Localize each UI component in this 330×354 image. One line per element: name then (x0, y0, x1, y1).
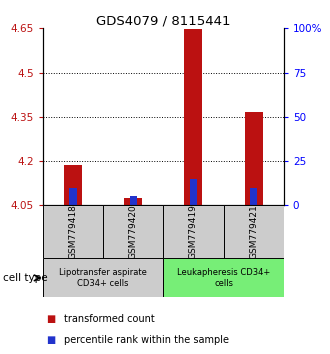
Text: ■: ■ (46, 314, 55, 324)
Bar (103, 205, 163, 258)
Bar (43, 258, 163, 297)
Text: Lipotransfer aspirate
CD34+ cells: Lipotransfer aspirate CD34+ cells (59, 268, 147, 287)
Text: GSM779421: GSM779421 (249, 205, 258, 259)
Bar (250, 188, 257, 205)
Bar (43, 205, 103, 258)
Text: cell type: cell type (3, 273, 48, 283)
Bar (245, 112, 263, 205)
Text: ■: ■ (46, 335, 55, 345)
Bar (130, 196, 137, 205)
Bar (163, 258, 284, 297)
Text: GSM779418: GSM779418 (69, 204, 78, 259)
Text: transformed count: transformed count (64, 314, 155, 324)
Title: GDS4079 / 8115441: GDS4079 / 8115441 (96, 14, 231, 27)
Bar (64, 165, 82, 205)
Bar (184, 29, 203, 205)
Bar (224, 205, 284, 258)
Bar (69, 188, 77, 205)
Bar (124, 198, 142, 205)
Bar (163, 205, 224, 258)
Text: GSM779420: GSM779420 (129, 205, 138, 259)
Bar (190, 179, 197, 205)
Text: GSM779419: GSM779419 (189, 204, 198, 259)
Text: percentile rank within the sample: percentile rank within the sample (64, 335, 229, 345)
Text: Leukapheresis CD34+
cells: Leukapheresis CD34+ cells (177, 268, 270, 287)
